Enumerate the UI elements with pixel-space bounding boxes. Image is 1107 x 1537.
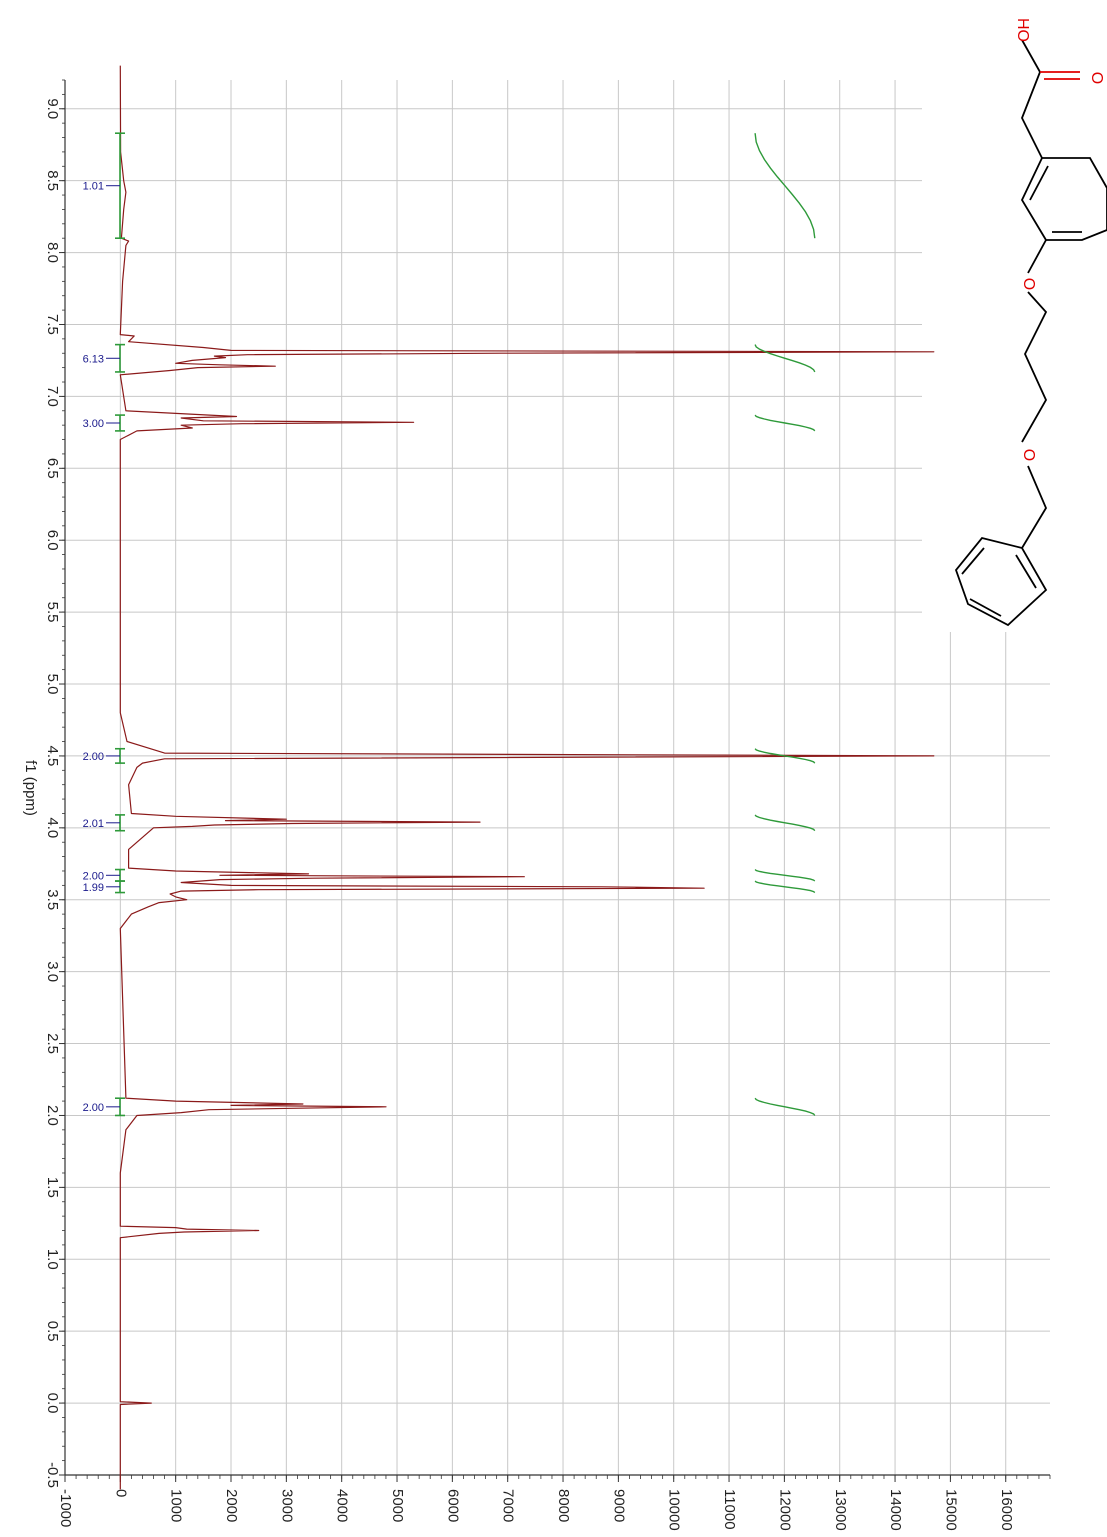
ppm-tick-label: 0.0 xyxy=(44,1393,61,1414)
hydroxyl-label: HO xyxy=(1014,18,1031,42)
spectrum-trace xyxy=(119,65,935,1490)
integral-curve xyxy=(754,344,816,373)
intensity-tick-label: 1000 xyxy=(168,1489,185,1522)
benzyl-oxygen-label: O xyxy=(1020,449,1037,461)
ppm-tick-label: 1.0 xyxy=(44,1249,61,1270)
ppm-tick-label: 0.5 xyxy=(44,1321,61,1342)
ring-to-oxygen-bond xyxy=(1027,239,1047,274)
intensity-tick-label: 9000 xyxy=(610,1489,627,1522)
integral-curve xyxy=(754,133,816,239)
integral-value-label: 1.01 xyxy=(83,181,104,193)
intensity-tick-label: -1000 xyxy=(57,1489,74,1527)
intensity-tick-label: 13000 xyxy=(832,1489,849,1531)
integral-curve xyxy=(754,868,816,882)
intensity-tick-label: 12000 xyxy=(776,1489,793,1531)
phenoxy-oxygen-label: O xyxy=(1020,278,1037,290)
hydroxyl-bond xyxy=(1021,39,1041,73)
acetic-acid-chain xyxy=(1021,71,1043,159)
ppm-tick-label: 9.0 xyxy=(44,98,61,119)
ppm-tick-label: 8.0 xyxy=(44,242,61,263)
ppm-tick-label: 5.0 xyxy=(44,674,61,695)
ppm-tick-label: 6.0 xyxy=(44,530,61,551)
intensity-tick-label: 10000 xyxy=(666,1489,683,1531)
integral-layer: 1.016.133.002.002.012.001.992.00 xyxy=(83,132,816,1117)
ppm-tick-label: 2.0 xyxy=(44,1105,61,1126)
benzyl-ring-double-bond xyxy=(969,598,1002,617)
chemical-structure: HO O O O xyxy=(935,0,1107,632)
benzyl-ring-double-bond xyxy=(1015,554,1037,589)
ppm-tick-label: 8.5 xyxy=(44,170,61,191)
ppm-tick-label: 7.0 xyxy=(44,386,61,407)
integral-curve xyxy=(754,748,816,764)
integral-region: 1.99 xyxy=(83,880,816,894)
integral-region: 2.00 xyxy=(83,1097,816,1117)
ether-chain xyxy=(1021,465,1048,549)
ppm-tick-label: 3.5 xyxy=(44,889,61,910)
integral-value-label: 2.01 xyxy=(83,818,104,830)
integral-value-label: 2.00 xyxy=(83,1102,104,1114)
intensity-tick-label: 11000 xyxy=(721,1489,738,1530)
integral-curve xyxy=(754,814,816,832)
intensity-tick-label: 0 xyxy=(112,1489,129,1497)
intensity-tick-label: 16000 xyxy=(998,1489,1015,1531)
structure-background xyxy=(935,0,1107,632)
ppm-tick-label: 6.5 xyxy=(44,458,61,479)
intensity-tick-label: 15000 xyxy=(942,1489,959,1531)
ppm-tick-label: 5.5 xyxy=(44,602,61,623)
ppm-tick-label: -0.5 xyxy=(44,1462,61,1488)
spectrum-layer xyxy=(119,65,935,1490)
intensity-tick-label: 3000 xyxy=(278,1489,295,1522)
integral-value-label: 1.99 xyxy=(83,882,104,894)
integral-curve xyxy=(754,1097,816,1116)
integral-curve xyxy=(754,880,816,894)
intensity-tick-label: 4000 xyxy=(334,1489,351,1522)
intensity-tick-label: 6000 xyxy=(444,1489,461,1522)
integral-region: 6.13 xyxy=(83,343,816,373)
integral-region: 2.00 xyxy=(83,747,816,764)
benzyl-ring xyxy=(954,536,1048,627)
x-axis-title: f1 (ppm) xyxy=(22,760,39,816)
integral-curve xyxy=(754,414,816,432)
intensity-tick-label: 8000 xyxy=(555,1489,572,1522)
ppm-tick-label: 3.0 xyxy=(44,961,61,982)
ppm-tick-label: 4.0 xyxy=(44,817,61,838)
phenylacetic-ring xyxy=(1020,157,1107,241)
integral-value-label: 3.00 xyxy=(83,418,104,430)
integral-region: 3.00 xyxy=(83,414,816,432)
benzyl-ring-double-bond xyxy=(961,547,985,575)
integral-value-label: 2.00 xyxy=(83,870,104,882)
intensity-tick-label: 5000 xyxy=(389,1489,406,1522)
intensity-tick-label: 7000 xyxy=(500,1489,517,1522)
ppm-tick-label: 7.5 xyxy=(44,314,61,335)
integral-region: 2.01 xyxy=(83,814,816,832)
ppm-tick-label: 1.5 xyxy=(44,1177,61,1198)
intensity-tick-label: 2000 xyxy=(223,1489,240,1522)
phenylacetic-ring-double-bond xyxy=(1029,165,1049,201)
integral-value-label: 2.00 xyxy=(83,751,104,763)
carbonyl-oxygen-label: O xyxy=(1088,72,1105,84)
integral-region: 1.01 xyxy=(83,132,816,239)
ppm-tick-label: 4.5 xyxy=(44,745,61,766)
intensity-tick-label: 14000 xyxy=(887,1489,904,1531)
ppm-tick-label: 2.5 xyxy=(44,1033,61,1054)
axes: 9.0 8.5 8.0 7.5 7.0 6.5 6.0 5.5 5.0 4.5 4.0 3.5 3.0 2… xyxy=(44,79,1051,1531)
integral-region: 2.00 xyxy=(83,868,816,882)
integral-value-label: 6.13 xyxy=(83,353,104,365)
propyl-chain xyxy=(1021,291,1048,443)
